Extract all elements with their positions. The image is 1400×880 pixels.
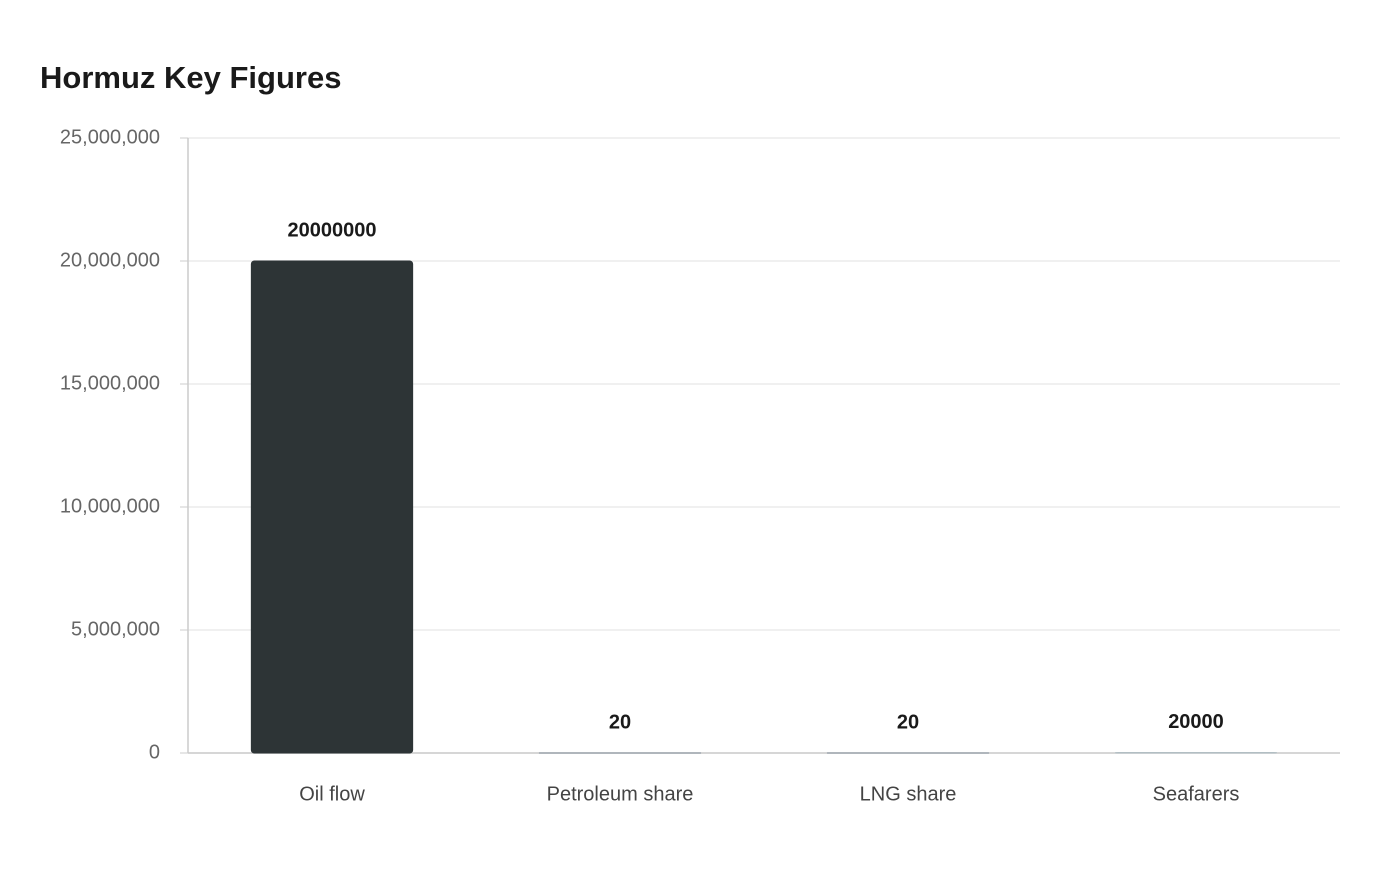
y-tick-label: 10,000,000 <box>60 495 160 517</box>
x-tick-label: Oil flow <box>299 783 365 805</box>
y-tick-label: 15,000,000 <box>60 372 160 394</box>
y-tick-label: 0 <box>149 741 160 763</box>
value-label: 20000000 <box>288 219 377 241</box>
value-label: 20 <box>897 711 919 733</box>
x-tick-label: LNG share <box>860 783 957 805</box>
y-tick-label: 5,000,000 <box>71 618 160 640</box>
y-tick-label: 20,000,000 <box>60 249 160 271</box>
x-tick-label: Petroleum share <box>547 783 694 805</box>
value-label: 20 <box>609 711 631 733</box>
chart-title: Hormuz Key Figures <box>40 60 341 95</box>
bar <box>250 260 414 754</box>
y-tick-label: 25,000,000 <box>60 126 160 148</box>
x-tick-label: Seafarers <box>1153 783 1240 805</box>
value-label: 20000 <box>1168 711 1224 733</box>
